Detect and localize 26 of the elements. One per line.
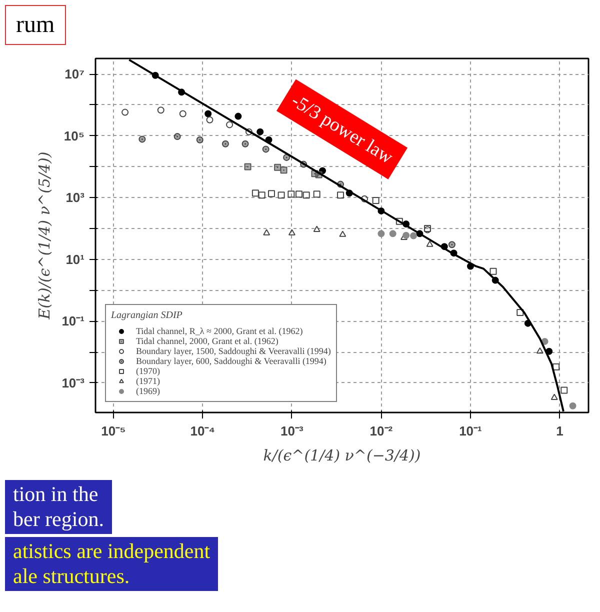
legend-label: Tidal channel, 2000, Grant et al. (1962)	[136, 336, 278, 346]
x-axis-title: k/(ϵ^(1/4) ν^(−3/4))	[263, 446, 421, 464]
legend-title: Lagrangian SDIP	[111, 310, 184, 321]
y-axis-title: E(k)/(ϵ^(1/4) ν^(5/4))	[36, 152, 54, 320]
legend-label: (1971)	[136, 376, 160, 386]
annotation: -5/3 power law	[287, 90, 397, 168]
x-tick-label: 10⁻²	[370, 424, 394, 438]
text: rum	[5, 5, 66, 46]
x-tick-label: 10⁻³	[280, 424, 304, 438]
text: atistics are independent ale structures.	[5, 537, 218, 591]
y-tick-label: 10⁻¹	[62, 314, 85, 329]
legend-label: (1969)	[136, 386, 160, 396]
x-tick-label: 1	[556, 424, 564, 438]
y-tick-label: 10⁻³	[62, 375, 86, 390]
legend-label: Boundary layer, 1500, Saddoughi & Veeravalli (1994)	[136, 346, 331, 356]
y-tick-label: 10⁵	[64, 128, 85, 144]
x-tick-label: 10⁻⁵	[101, 424, 126, 438]
legend-label: Boundary layer, 600, Saddoughi & Veeravalli (1994)	[136, 356, 326, 366]
text: tion in the ber region.	[5, 480, 112, 534]
y-tick-label: 10¹	[66, 252, 85, 267]
x-tick-label: 10⁻¹	[459, 424, 482, 438]
legend-label: (1970)	[136, 366, 160, 376]
y-tick-label: 10³	[66, 190, 86, 206]
legend-label: Tidal channel, R_λ ≈ 2000, Grant et al. (1962)	[136, 326, 303, 336]
x-tick-label: 10⁻⁴	[190, 424, 216, 438]
y-tick-label: 10⁷	[64, 66, 85, 82]
